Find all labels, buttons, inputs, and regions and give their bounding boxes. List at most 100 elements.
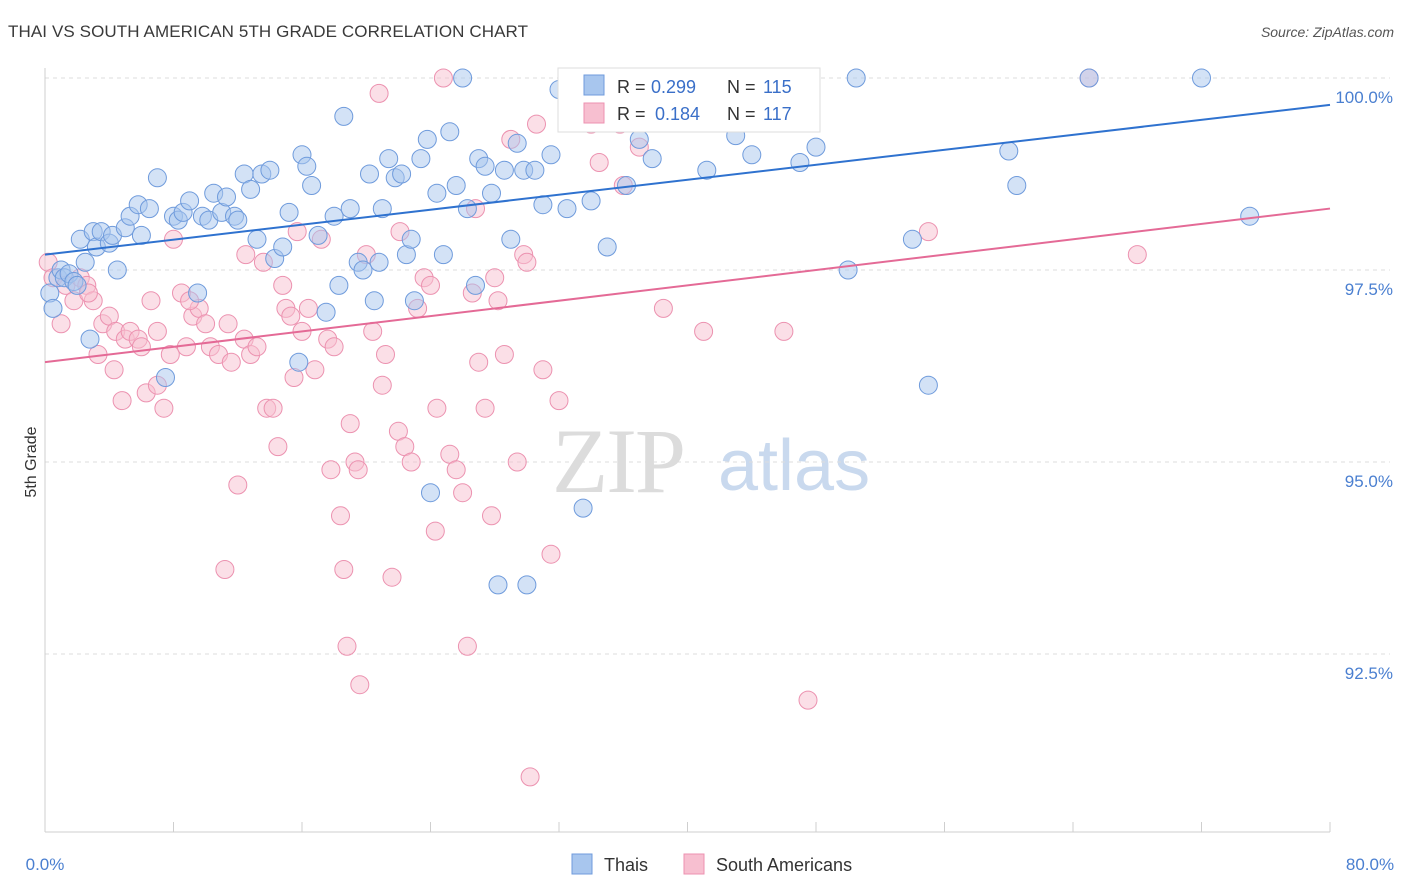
thai-point xyxy=(902,229,922,249)
thai-point xyxy=(482,183,501,203)
sa-point xyxy=(507,452,527,472)
thai-point xyxy=(1079,68,1099,88)
thai-point xyxy=(433,245,453,265)
thai-point xyxy=(507,133,527,153)
y-gridlines xyxy=(45,77,1390,655)
thai-point xyxy=(697,160,717,180)
sa-point xyxy=(453,483,473,503)
sa-point xyxy=(305,360,325,380)
sa-point xyxy=(401,452,421,472)
thai-point xyxy=(525,160,545,180)
sa-point xyxy=(331,506,350,526)
sa-point xyxy=(131,337,151,357)
thai-point xyxy=(156,368,175,387)
thai-point xyxy=(642,149,662,169)
sa-point xyxy=(363,321,383,341)
series-thais xyxy=(40,68,1260,595)
sa-r-label: R = xyxy=(617,104,646,124)
thai-point xyxy=(457,199,477,219)
sa-point xyxy=(482,506,501,526)
legend-thais-swatch xyxy=(571,853,593,875)
thai-point xyxy=(742,145,762,165)
sa-point xyxy=(421,275,440,295)
sa-point xyxy=(533,360,553,380)
thai-point xyxy=(411,149,431,169)
sa-point xyxy=(160,345,180,364)
sa-point xyxy=(457,636,477,656)
thai-point xyxy=(329,275,349,295)
thai-point xyxy=(629,129,649,149)
thai-point xyxy=(790,153,810,172)
sa-point xyxy=(369,83,389,103)
sa-point xyxy=(334,560,354,579)
thai-point xyxy=(475,156,495,176)
sa-point xyxy=(273,275,293,295)
sa-point xyxy=(433,68,453,88)
thai-point xyxy=(404,291,424,311)
thai-r-label: R = xyxy=(617,77,646,97)
thai-point xyxy=(139,199,159,219)
thai-point xyxy=(440,122,460,142)
thai-point xyxy=(273,237,293,257)
sa-point xyxy=(154,398,174,418)
y-tick-label: 95.0% xyxy=(1345,472,1393,491)
sa-legend-swatch xyxy=(583,102,605,124)
thai-point xyxy=(846,68,866,88)
legend-sa-label: South Americans xyxy=(716,855,852,875)
sa-point xyxy=(774,321,794,341)
thai-point xyxy=(453,68,473,88)
thai-point xyxy=(289,352,309,372)
thai-point xyxy=(488,575,508,595)
legend-sa-swatch xyxy=(683,853,705,875)
y-tick-labels: 92.5% 95.0% 97.5% 100.0% xyxy=(1335,88,1393,683)
sa-point xyxy=(494,345,514,364)
sa-point xyxy=(425,521,445,541)
thai-point xyxy=(417,129,437,149)
thai-point xyxy=(541,145,561,165)
watermark-atlas: atlas xyxy=(718,426,870,506)
watermark: ZIP atlas xyxy=(552,410,870,512)
sa-point xyxy=(221,352,241,372)
sa-point xyxy=(340,414,360,434)
sa-point xyxy=(798,690,818,710)
thai-point xyxy=(180,191,200,211)
sa-point xyxy=(104,360,124,380)
sa-point xyxy=(147,321,167,341)
thai-n-label: N = xyxy=(727,77,756,97)
thai-point xyxy=(401,229,421,249)
thai-point xyxy=(188,283,208,303)
sa-point xyxy=(488,291,508,311)
thai-point xyxy=(1007,176,1027,195)
thai-legend-swatch xyxy=(583,74,605,96)
sa-point xyxy=(287,222,307,242)
y-tick-label: 92.5% xyxy=(1345,664,1393,683)
thai-point xyxy=(806,137,826,157)
thai-point xyxy=(446,176,466,195)
sa-point xyxy=(446,460,466,480)
thai-point xyxy=(466,275,485,295)
sa-point xyxy=(263,398,283,418)
thai-point xyxy=(1240,206,1260,226)
thai-point xyxy=(75,252,95,272)
sa-point xyxy=(427,398,447,418)
sa-point xyxy=(694,321,714,341)
thai-point xyxy=(557,199,577,219)
sa-point xyxy=(541,544,561,564)
x-tick-label-min: 0.0% xyxy=(26,855,65,874)
thai-point xyxy=(597,237,617,257)
sa-point xyxy=(215,560,235,579)
thai-point xyxy=(501,229,521,249)
sa-point xyxy=(527,114,546,134)
thai-point xyxy=(241,179,261,199)
thai-point xyxy=(247,229,267,249)
thai-point xyxy=(228,210,248,230)
chart-title: THAI VS SOUTH AMERICAN 5TH GRADE CORRELA… xyxy=(8,22,529,41)
thai-point xyxy=(308,225,328,245)
y-axis-label: 5th Grade xyxy=(23,426,40,497)
thai-point xyxy=(517,575,537,595)
thai-point xyxy=(369,252,389,272)
sa-point xyxy=(281,306,301,326)
sa-r-value: 0.184 xyxy=(655,104,700,124)
thai-n-value: 115 xyxy=(763,77,792,97)
